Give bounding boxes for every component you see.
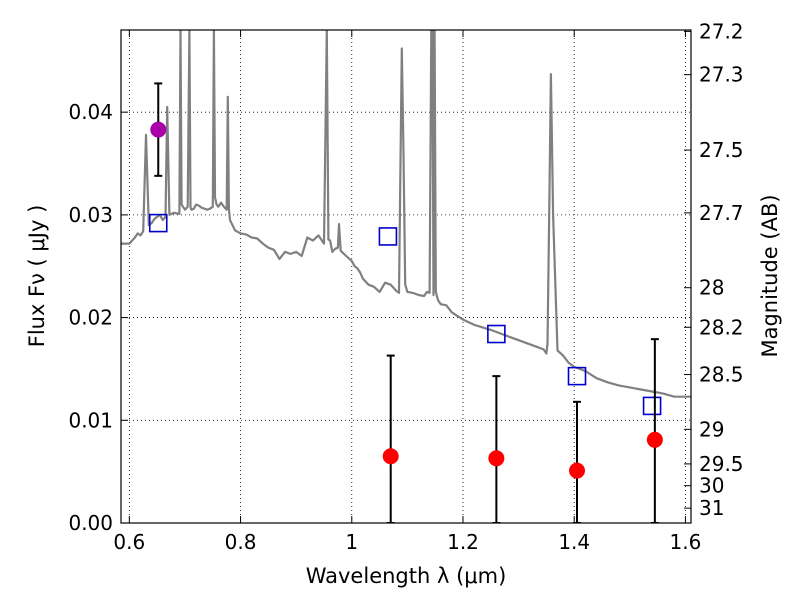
x-tick-label: 0.6: [113, 530, 145, 554]
y2-tick-label: 30: [699, 474, 724, 498]
y-tick-label: 0.04: [68, 100, 113, 124]
model-square-marker: [148, 213, 168, 233]
axes: 0.6 0.8 1 1.2 1.4 1.6 0.00 0.01 0.02 0.03 0.04 27.2…: [68, 19, 743, 554]
x-tick-label: 1.2: [447, 530, 479, 554]
model-square-marker: [378, 227, 398, 246]
red-data-point: [488, 450, 505, 467]
y2-tick-label: 29.5: [699, 452, 744, 476]
y-tick-label: 0.01: [68, 408, 113, 432]
plot-frame: [120, 29, 692, 524]
y2-tick-label: 27.2: [699, 19, 744, 43]
y2-axis-label: Magnitude (AB): [758, 194, 782, 357]
x-tick-label: 1.6: [670, 530, 702, 554]
plot-area: [121, 30, 691, 523]
y-tick-label: 0.03: [68, 203, 113, 227]
y2-tick-label: 27.3: [699, 63, 744, 87]
x-axis-label: Wavelength λ (μm): [306, 564, 507, 588]
spectrum-line: [121, 30, 691, 398]
y2-tick-label: 28.2: [699, 315, 744, 339]
y-tick-label: 0.00: [68, 511, 113, 535]
y2-tick-label: 31: [699, 496, 724, 520]
red-data-point: [646, 431, 663, 448]
y2-tick-label: 27.5: [699, 138, 744, 162]
x-tick-label: 1.4: [558, 530, 590, 554]
y2-tick-label: 29: [699, 417, 724, 441]
model-square-marker: [567, 366, 587, 386]
y2-tick-label: 28.5: [699, 363, 744, 387]
y2-tick-label: 27.7: [699, 201, 744, 225]
red-data-point: [382, 448, 399, 465]
y-axis-label: Flux Fν ( μJy ): [25, 205, 49, 348]
model-square-marker: [487, 324, 506, 344]
model-square-marker: [642, 396, 662, 416]
y-tick-label: 0.02: [68, 306, 113, 330]
purple-data-point: [150, 121, 167, 138]
red-data-point: [569, 462, 585, 479]
x-tick-label: 0.8: [225, 530, 257, 554]
y2-tick-label: 28: [699, 276, 724, 300]
x-tick-label: 1: [345, 530, 358, 554]
